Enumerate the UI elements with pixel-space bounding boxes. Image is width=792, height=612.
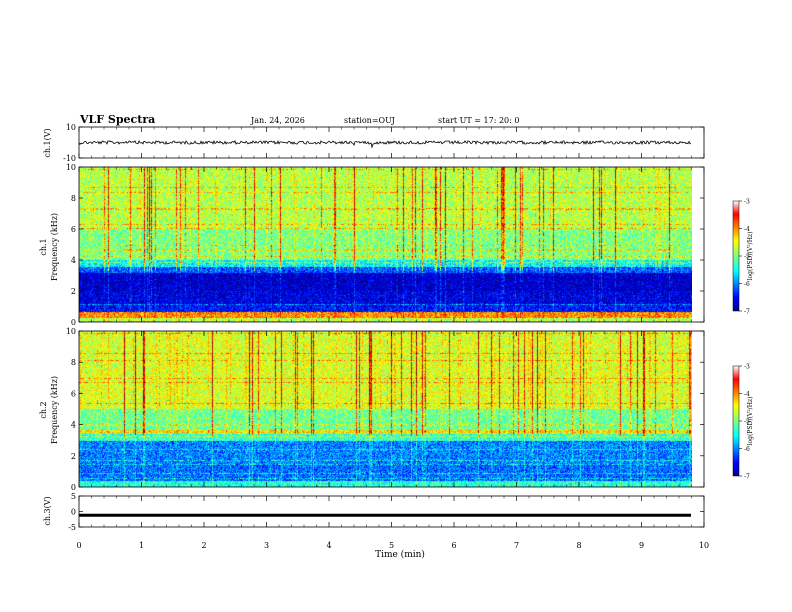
y-tick-label: 0	[71, 508, 76, 517]
start-time-label: start UT = 17: 20: 0	[438, 116, 519, 125]
ch2-spectrogram-panel: 0 2 4 6 8 10	[66, 327, 705, 492]
x-tick-label: 4	[326, 541, 331, 550]
ch2-ylabel-channel: ch.2	[39, 401, 48, 418]
ch2-colorbar-gradient	[732, 365, 740, 477]
ch2-ylabel-frequency: Frequency (kHz)	[50, 376, 59, 444]
colorbar-tick-label: -5	[744, 419, 750, 426]
x-tick-label: 10	[699, 541, 709, 550]
y-tick-label: 10	[66, 123, 76, 132]
y-tick-label: 8	[71, 194, 76, 203]
x-tick-label: 1	[139, 541, 144, 550]
x-axis-label: Time (min)	[375, 549, 425, 560]
x-tick-label: 0	[76, 541, 81, 550]
colorbar-tick-label: -4	[744, 391, 750, 398]
ch1-colorbar-gradient	[732, 200, 740, 312]
x-tick-label: 5	[389, 541, 394, 550]
x-tick-label: 8	[576, 541, 581, 550]
ch2-colorbar: log(PSD)(V²/Hz) -3 -4 -5 -6 -7	[732, 364, 754, 481]
ch1-voltage-ylabel: ch.1(V)	[43, 128, 52, 157]
ch3-waveform-panel: 50-50 1 2 3 4 5 6 7 8 9 10	[68, 492, 709, 550]
colorbar-tick-label: -3	[744, 364, 750, 371]
x-tick-label: 6	[451, 541, 456, 550]
ch3-voltage-ylabel: ch.3(V)	[43, 496, 52, 525]
y-tick-label: 2	[71, 452, 76, 461]
x-tick-label: 2	[201, 541, 206, 550]
x-tick-label: 7	[514, 541, 519, 550]
y-tick-label: 6	[71, 389, 76, 398]
ch1-ylabel-channel: ch.1	[39, 238, 48, 255]
y-tick-label: 4	[71, 421, 76, 430]
colorbar-tick-label: -6	[744, 446, 750, 453]
y-tick-label: 10	[66, 327, 76, 336]
y-tick-label: 2	[71, 287, 76, 296]
ch1-waveform-trace	[78, 139, 692, 149]
y-tick-label: 6	[71, 225, 76, 234]
date-label: Jan. 24, 2026	[250, 116, 305, 125]
ch1-waveform-panel: 10 -10	[63, 123, 705, 163]
x-tick-label: 9	[639, 541, 644, 550]
ch2-spectrogram-image	[79, 331, 692, 487]
colorbar-tick-label: -6	[744, 281, 750, 288]
station-label: station=OUJ	[344, 116, 395, 125]
y-tick-label: 0	[71, 318, 76, 327]
ch2-colorbar-label: log(PSD)(V²/Hz)	[747, 397, 754, 446]
ch1-colorbar-label: log(PSD)(V²/Hz)	[747, 232, 754, 281]
y-tick-label: -10	[63, 154, 76, 163]
ch1-colorbar: log(PSD)(V²/Hz) -3 -4 -5 -6 -7	[732, 199, 754, 316]
colorbar-tick-label: -7	[744, 309, 750, 316]
y-tick-label: 5	[71, 492, 76, 501]
ch1-spectrogram-image	[79, 167, 692, 322]
y-tick-label: 8	[71, 358, 76, 367]
x-tick-label: 3	[264, 541, 269, 550]
colorbar-tick-label: -7	[744, 474, 750, 481]
colorbar-tick-label: -4	[744, 226, 750, 233]
y-tick-label: 0	[71, 483, 76, 492]
y-tick-label: 10	[66, 163, 76, 172]
figure-title: VLF Spectra	[79, 113, 155, 126]
ch1-spectrogram-panel: 0 2 4 6 8 10	[66, 163, 705, 327]
ch1-ylabel-frequency: Frequency (kHz)	[50, 213, 59, 281]
colorbar-tick-label: -5	[744, 254, 750, 261]
colorbar-tick-label: -3	[744, 199, 750, 206]
y-tick-label: -5	[68, 523, 76, 532]
y-tick-label: 4	[71, 256, 76, 265]
